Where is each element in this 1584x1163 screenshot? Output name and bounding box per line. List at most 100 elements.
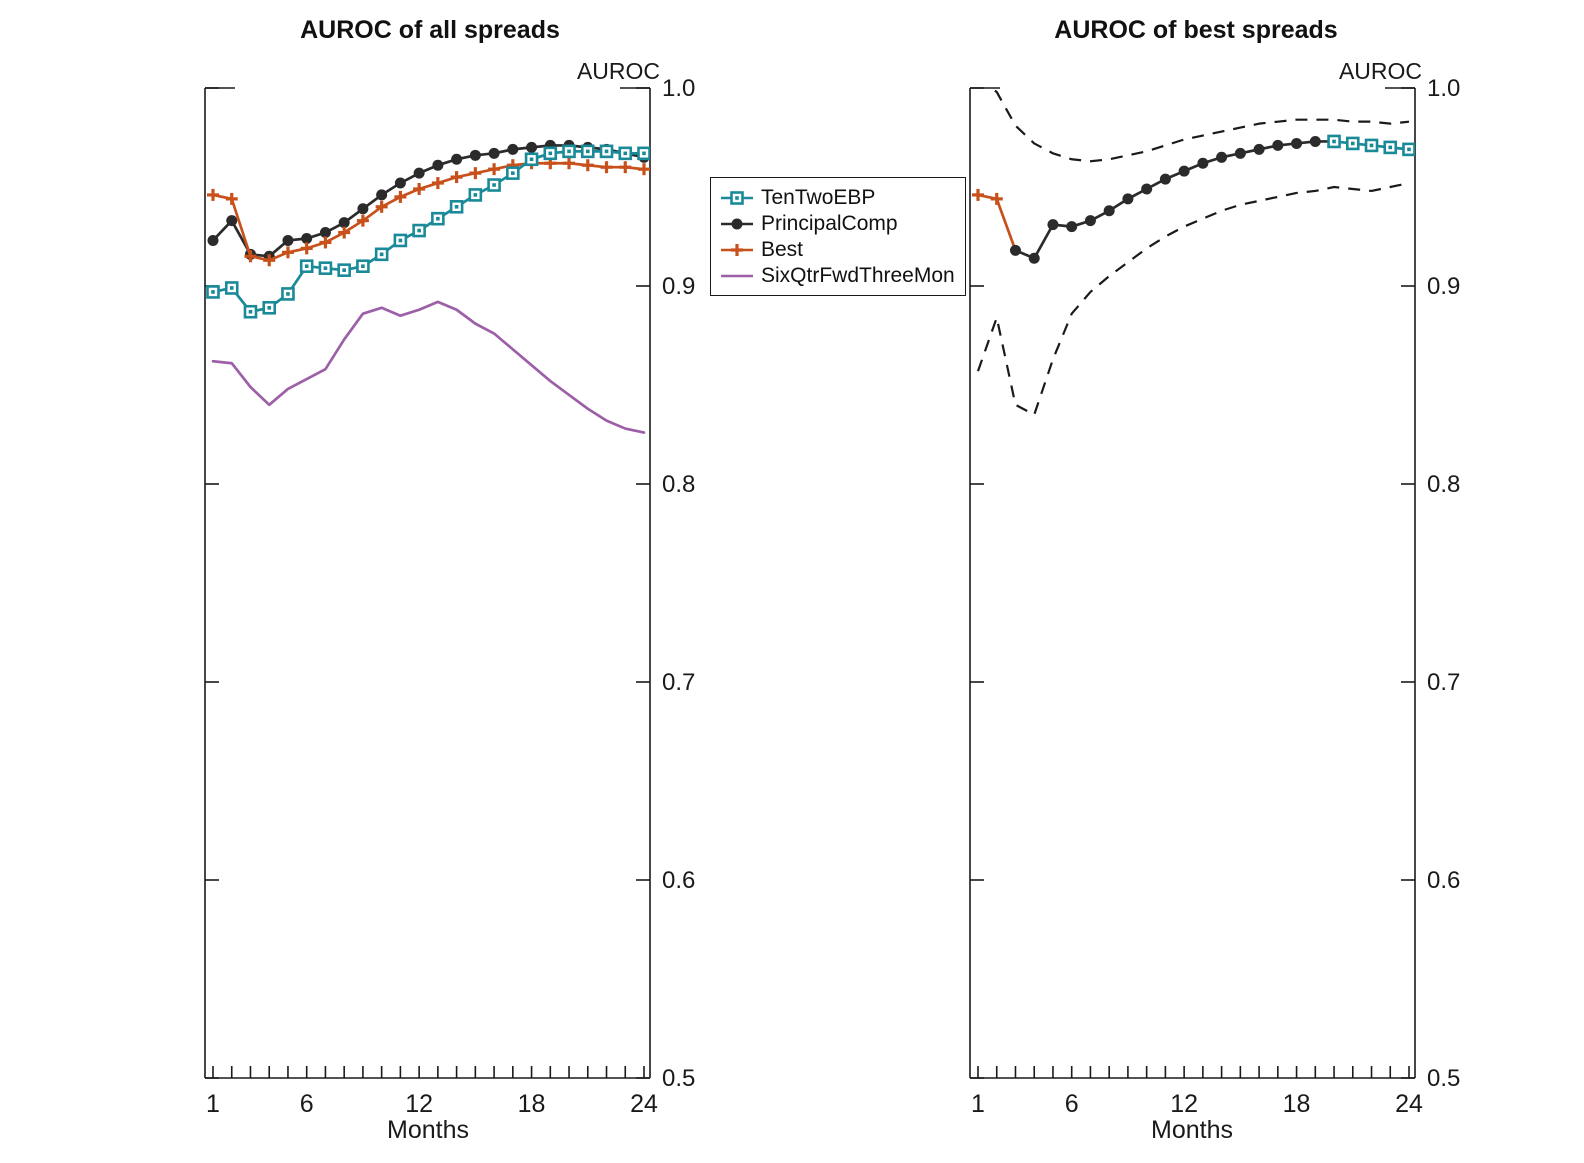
- circle-marker: [1216, 151, 1228, 163]
- square-marker-dot: [379, 252, 384, 257]
- circle-marker: [1309, 135, 1321, 147]
- circle-marker: [488, 147, 500, 159]
- square-marker-dot: [417, 228, 421, 233]
- circle-marker: [394, 177, 406, 189]
- square-marker-dot: [342, 268, 346, 272]
- circle-marker: [1009, 244, 1021, 256]
- square-marker-dot: [454, 205, 459, 209]
- y-tick-label: 0.6: [662, 867, 695, 894]
- y-tick-label: 0.5: [662, 1065, 695, 1092]
- square-marker-dot: [1332, 139, 1336, 144]
- principalcomp-marker-icon: [721, 218, 753, 229]
- circle-marker: [376, 189, 388, 201]
- circle-marker: [1253, 143, 1265, 155]
- square-marker-dot: [323, 266, 328, 270]
- circle-marker: [226, 215, 238, 227]
- circle-marker: [1047, 219, 1059, 231]
- square-marker-dot: [211, 290, 215, 294]
- x-tick-label: 12: [1170, 1090, 1198, 1118]
- legend-label: TenTwoEBP: [761, 185, 876, 209]
- y-tick-label: 0.9: [1427, 273, 1460, 300]
- circle-marker: [1159, 173, 1171, 185]
- legend-item-tentwoebp: TenTwoEBP: [719, 185, 957, 210]
- square-marker-dot: [361, 264, 365, 268]
- circle-marker: [1122, 193, 1134, 205]
- x-tick-label: 1: [206, 1090, 220, 1118]
- series-line-band-upper: [989, 88, 1410, 163]
- legend-label: SixQtrFwdThreeMon: [761, 263, 955, 287]
- right-y-axis-title: AUROC: [1338, 58, 1422, 84]
- axes: 0.5 0.6 0.7 0.8 0.9 1.0 1 6 12 18 24: [969, 75, 1460, 1118]
- x-tick-label: 6: [1065, 1090, 1079, 1118]
- series-line-SixQtrFwdThreeMon: [211, 300, 646, 434]
- square-marker-dot: [1407, 147, 1411, 152]
- y-tick-label: 0.7: [1427, 669, 1460, 696]
- series-line-TenTwoEBP: [211, 150, 646, 314]
- x-tick-label: 6: [300, 1090, 314, 1118]
- series-group: [206, 139, 650, 434]
- chart-panel-1: 0.5 0.6 0.7 0.8 0.9 1.0 1 6 12 18 24: [969, 75, 1460, 1118]
- square-marker-dot: [511, 171, 515, 175]
- y-tick-label: 0.5: [1427, 1065, 1460, 1092]
- circle-marker: [451, 153, 463, 165]
- x-tick-label: 1: [971, 1090, 985, 1118]
- legend-item-sixqtrfwdthreemon: SixQtrFwdThreeMon: [719, 263, 957, 288]
- circle-marker: [1272, 139, 1284, 151]
- legend-item-principalcomp: PrincipalComp: [719, 211, 957, 236]
- square-marker-dot: [229, 286, 234, 290]
- square-marker-dot: [1369, 143, 1374, 148]
- series-line-PrincipalComp: [1014, 140, 1336, 260]
- square-marker-dot: [567, 149, 571, 154]
- legend: TenTwoEBP PrincipalComp Best SixQtrFwdTh…: [710, 177, 966, 296]
- series-group: [972, 88, 1415, 416]
- circle-marker: [1103, 205, 1115, 217]
- series-line-band-lower: [976, 181, 1410, 416]
- circle-marker: [1234, 147, 1246, 159]
- circle-marker: [301, 232, 313, 244]
- square-marker-dot: [398, 238, 403, 243]
- left-y-axis-title: AUROC: [576, 58, 660, 84]
- series-line-PrincipalComp: [211, 144, 646, 258]
- right-x-axis-title: Months: [1151, 1116, 1233, 1144]
- legend-label: PrincipalComp: [761, 211, 898, 235]
- circle-marker: [1084, 215, 1096, 227]
- chart-panel-0: 0.5 0.6 0.7 0.8 0.9 1.0 1 6 12 18 24: [204, 75, 695, 1118]
- circle-marker: [413, 167, 425, 179]
- axes: 0.5 0.6 0.7 0.8 0.9 1.0 1 6 12 18 24: [204, 75, 695, 1118]
- x-tick-label: 18: [518, 1090, 546, 1118]
- square-marker-dot: [1388, 145, 1393, 150]
- circle-marker: [507, 143, 519, 155]
- legend-item-best: Best: [719, 237, 957, 262]
- circle-marker: [1291, 137, 1303, 149]
- left-x-axis-title: Months: [387, 1116, 469, 1144]
- square-marker-dot: [735, 195, 739, 200]
- circle-marker: [338, 217, 350, 229]
- square-marker-dot: [286, 292, 290, 296]
- x-tick-label: 24: [630, 1090, 658, 1118]
- square-marker-dot: [585, 149, 590, 154]
- left-chart-title: AUROC of all spreads: [300, 16, 560, 44]
- circle-marker: [357, 203, 369, 215]
- x-tick-label: 12: [405, 1090, 433, 1118]
- circle-marker: [1066, 221, 1078, 233]
- y-tick-label: 0.9: [662, 273, 695, 300]
- circle-marker: [1028, 252, 1040, 264]
- square-marker-dot: [642, 151, 646, 156]
- circle-marker: [1197, 157, 1209, 169]
- square-marker-dot: [548, 151, 553, 156]
- x-tick-label: 24: [1395, 1090, 1423, 1118]
- circle-marker: [432, 159, 444, 171]
- y-tick-label: 0.8: [1427, 471, 1460, 498]
- circle-marker: [319, 227, 331, 239]
- circle-marker: [207, 234, 219, 246]
- sixqtrfwdthreemon-line-icon: [721, 274, 753, 277]
- square-marker-dot: [436, 216, 440, 221]
- square-marker-dot: [623, 151, 628, 156]
- series-line-Best: [211, 161, 646, 262]
- circle-marker: [731, 218, 743, 229]
- circle-marker: [1141, 183, 1153, 195]
- square-marker-dot: [473, 193, 478, 197]
- square-marker-dot: [248, 309, 253, 314]
